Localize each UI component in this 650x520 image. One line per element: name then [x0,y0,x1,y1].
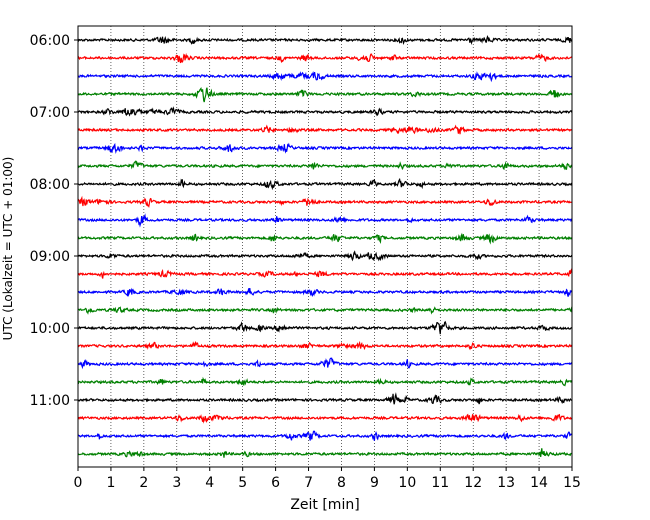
trace-line [77,232,573,245]
x-tick-label: 8 [337,475,346,491]
y-tick-label: 11:00 [30,393,70,409]
trace-line [77,250,573,262]
trace-line [77,70,573,83]
trace-line [77,413,573,424]
x-tick-label: 15 [563,475,581,491]
x-tick-label: 0 [74,475,83,491]
x-tick-label: 14 [530,475,548,491]
trace-line [77,142,573,154]
x-tick-label: 11 [431,475,449,491]
trace-line [77,448,573,458]
trace-line [77,213,573,228]
trace-line [77,306,573,315]
trace-line [77,357,573,370]
x-axis-label: Zeit [min] [290,497,359,513]
x-tick-label: 4 [205,475,214,491]
trace-line [77,287,573,298]
x-tick-label: 3 [172,475,181,491]
x-tick-label: 1 [106,475,115,491]
trace-line [77,320,573,335]
trace-line [77,106,573,117]
traces [77,35,573,458]
y-axis: 06:00 07:00 08:00 09:00 10:00 11:00 [30,33,78,409]
x-tick-label: 6 [271,475,280,491]
trace-line [77,35,573,46]
trace-line [77,340,573,351]
y-tick-label: 06:00 [30,33,70,49]
x-tick-label: 5 [238,475,247,491]
trace-line [77,195,573,208]
trace-line [77,267,573,279]
trace-line [77,177,573,191]
trace-line [77,124,573,135]
x-tick-label: 13 [497,475,515,491]
y-tick-label: 10:00 [30,321,70,337]
x-tick-label: 12 [464,475,482,491]
plot-frame [77,25,573,468]
x-tick-label: 9 [370,475,379,491]
trace-line [77,87,573,103]
x-axis: 0 1 2 3 4 5 6 7 8 9 10 11 12 13 14 15 [74,467,581,491]
x-tick-label: 2 [139,475,148,491]
x-tick-label: 7 [304,475,313,491]
y-axis-label: UTC (Lokalzeit = UTC + 01:00) [1,157,15,341]
y-tick-label: 07:00 [30,105,70,121]
y-tick-label: 08:00 [30,177,70,193]
trace-line [77,392,573,405]
trace-line [77,52,573,64]
trace-line [77,430,573,441]
y-tick-label: 09:00 [30,249,70,265]
trace-line [77,376,573,387]
x-tick-label: 10 [398,475,416,491]
trace-line [77,160,573,171]
